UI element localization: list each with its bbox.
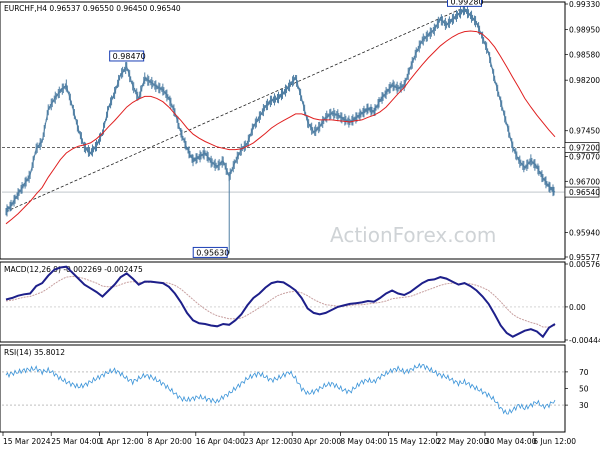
price-line xyxy=(5,8,556,212)
annotation-label: 0.98470 xyxy=(113,52,146,61)
price-ytick-label: 0.97450 xyxy=(569,127,600,136)
price-layer: 0.98470 0.95630 0.99280 xyxy=(2,0,565,258)
chart-title: EURCHF,H4 0.96537 0.96550 0.96450 0.9654… xyxy=(4,4,181,13)
xtick-label: 15 Mar 2024 xyxy=(3,437,51,446)
annotation-box xyxy=(109,50,145,62)
annotation-label: 0.99280 xyxy=(451,0,484,6)
macd-label: MACD(12,26,9) -0.002269 -0.002475 xyxy=(4,265,143,274)
rsi-line xyxy=(5,362,556,415)
macd-panel-frame xyxy=(0,261,566,343)
xtick-label: 23 Apr 12:00 xyxy=(244,437,293,446)
price-ytick-label: 0.99330 xyxy=(569,0,600,9)
price-ytick-label: 0.98580 xyxy=(569,51,600,60)
rsi-layer xyxy=(2,362,565,415)
rsi-ytick-label: 50 xyxy=(579,385,589,394)
price-panel-frame xyxy=(0,1,566,260)
macd-layer xyxy=(2,265,565,339)
price-ytick-label: 0.95577 xyxy=(569,253,600,262)
current-price-label-box xyxy=(564,186,600,198)
xtick-label: 30 Apr 20:00 xyxy=(292,437,341,446)
xtick-label: 15 May 12:00 xyxy=(389,437,441,446)
annotation-box xyxy=(447,0,483,7)
price-ytick-label: 0.98200 xyxy=(569,76,600,85)
macd-ytick-label: 0.005767 xyxy=(569,260,600,269)
trendline xyxy=(5,7,465,212)
price-ytick-label: 0.97070 xyxy=(569,152,600,161)
xtick-label: 8 Apr 20:00 xyxy=(148,437,192,446)
rsi-ytick-label: 30 xyxy=(579,401,589,410)
rsi-ytick-label: 70 xyxy=(579,368,589,377)
annotation-label: 0.95630 xyxy=(196,248,229,257)
xtick-label: 30 May 04:00 xyxy=(485,437,537,446)
watermark: ActionForex.com xyxy=(330,223,496,247)
current-price-label: 0.96540 xyxy=(569,188,600,197)
price-ytick-label: 0.95940 xyxy=(569,229,600,238)
xtick-label: 16 Apr 04:00 xyxy=(196,437,245,446)
level-price-label: 0.97200 xyxy=(569,144,600,153)
xtick-label: 1 Apr 12:00 xyxy=(99,437,143,446)
price-ytick-label: 0.96700 xyxy=(569,177,600,186)
level-price-label-box xyxy=(564,142,600,153)
rsi-panel-frame xyxy=(0,344,566,433)
xtick-label: 8 May 04:00 xyxy=(340,437,387,446)
macd-line xyxy=(5,265,556,339)
xtick-label: 6 Jun 12:00 xyxy=(533,437,576,446)
xtick-label: 22 May 20:00 xyxy=(437,437,489,446)
macd-ytick-label: -0.004447 xyxy=(569,336,600,345)
price-ytick-label: 0.98950 xyxy=(569,26,600,35)
moving-average-line xyxy=(5,30,556,225)
xtick-label: 25 Mar 04:00 xyxy=(51,437,101,446)
macd-ytick-label: 0.00 xyxy=(569,303,586,312)
annotation-box xyxy=(192,246,228,258)
rsi-label: RSI(14) 35.8012 xyxy=(4,348,65,357)
